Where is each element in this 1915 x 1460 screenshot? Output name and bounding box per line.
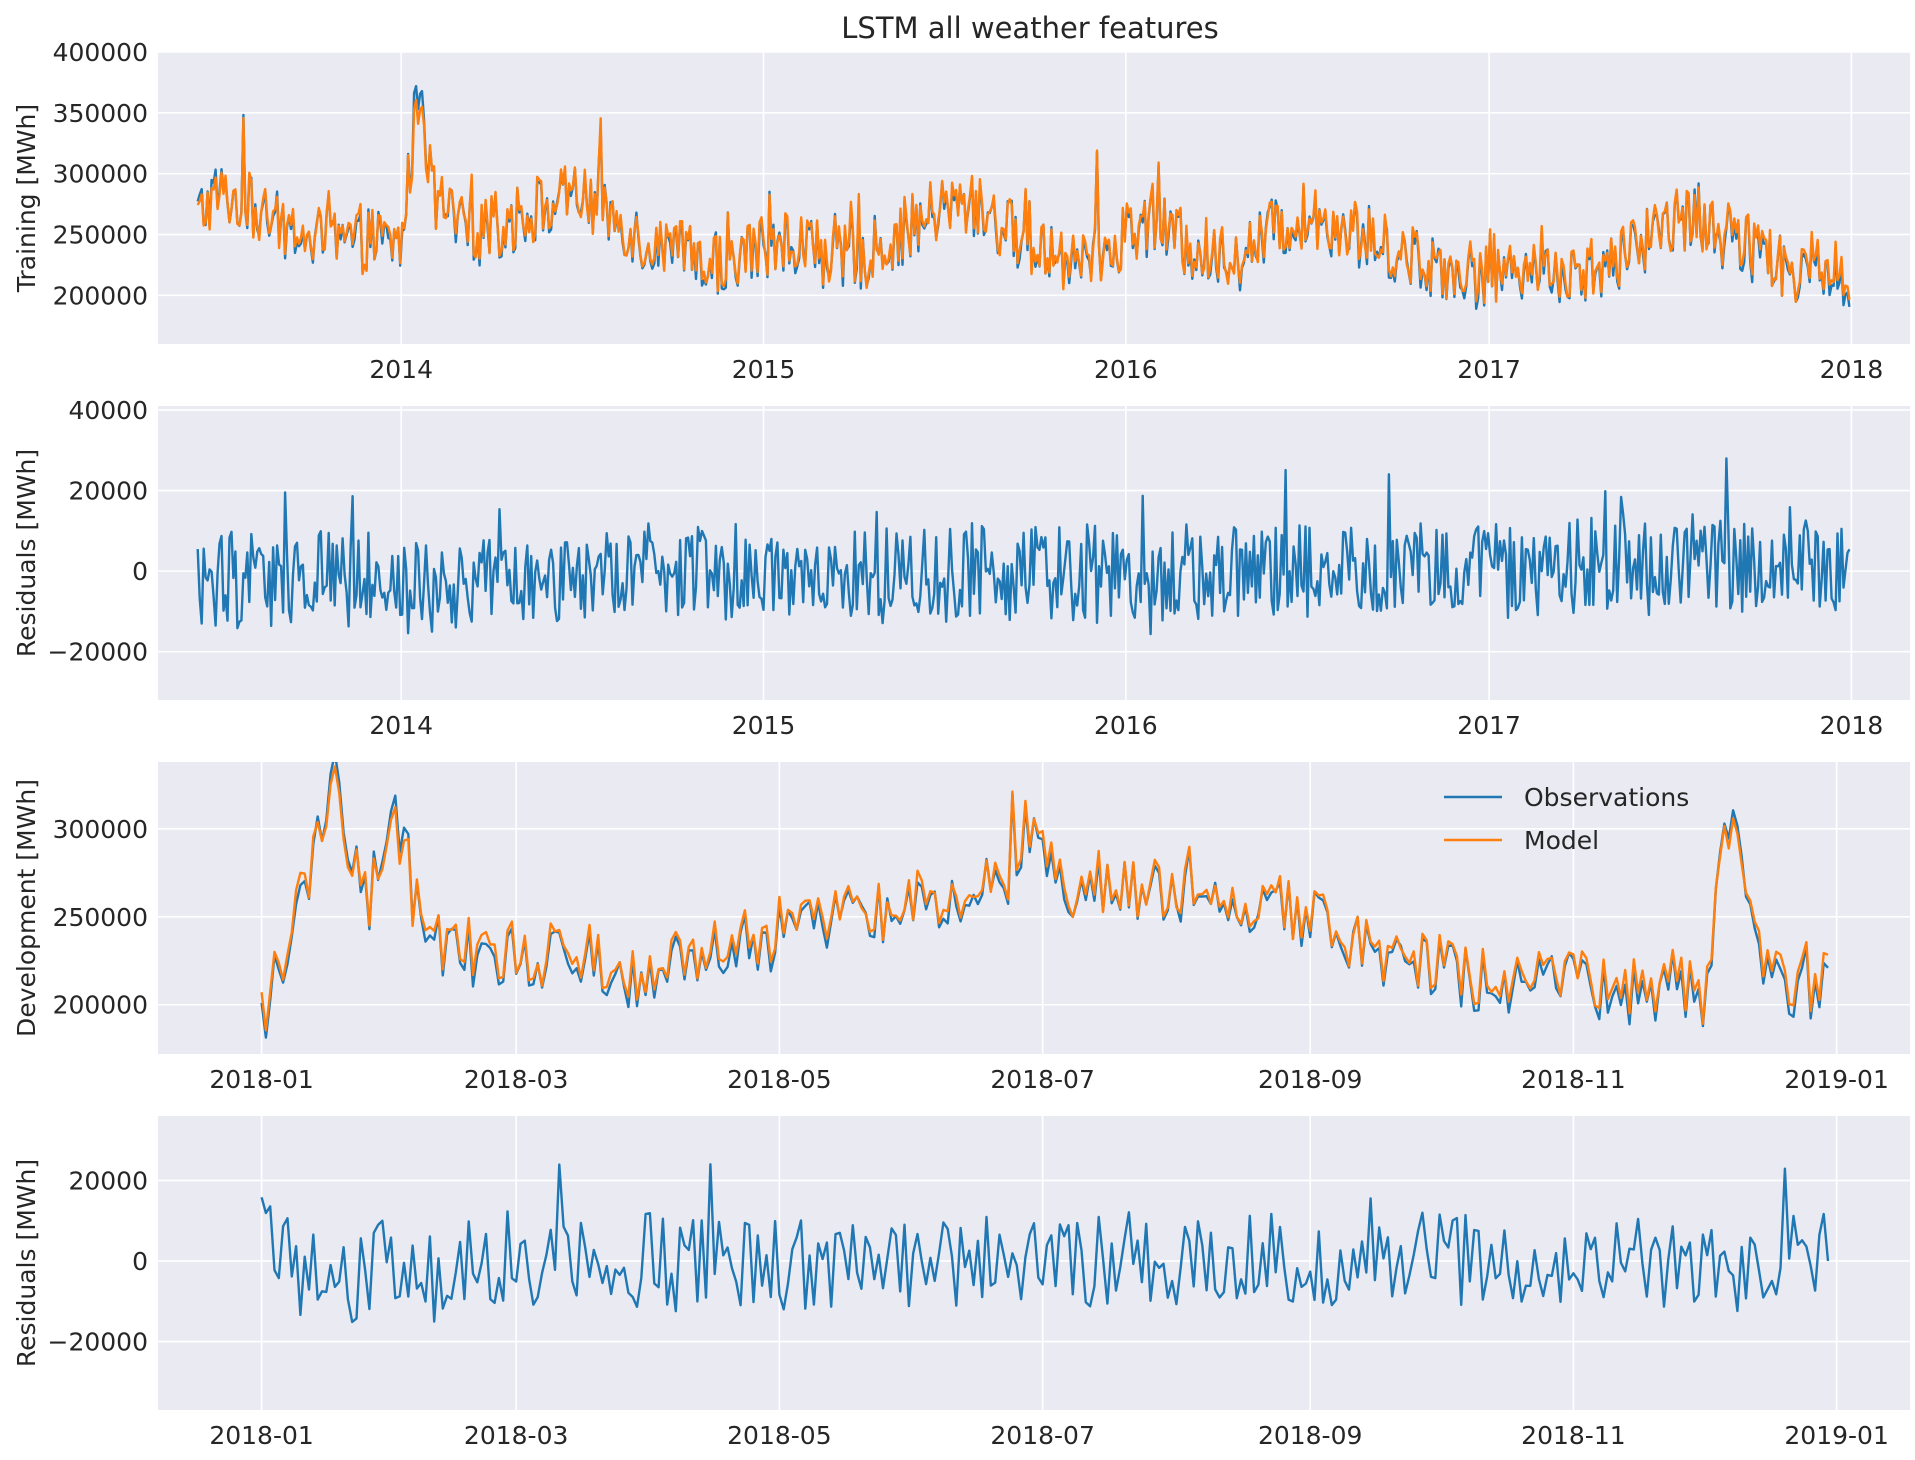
- x-tick-label: 2018-07: [990, 1065, 1094, 1094]
- y-tick-label: 20000: [68, 477, 148, 506]
- x-tick-label: 2018-09: [1258, 1065, 1362, 1094]
- y-tick-label: 40000: [68, 396, 148, 425]
- x-tick-label: 2018-11: [1521, 1065, 1625, 1094]
- x-tick-label: 2018-01: [209, 1065, 313, 1094]
- x-tick-label: 2014: [369, 355, 433, 384]
- y-axis-label: Residuals [MWh]: [12, 449, 41, 657]
- y-axis-label: Development [MWh]: [12, 779, 41, 1037]
- x-tick-label: 2015: [732, 355, 796, 384]
- x-tick-label: 2018-03: [464, 1065, 568, 1094]
- y-tick-label: −20000: [48, 1328, 148, 1357]
- x-tick-label: 2014: [369, 711, 433, 740]
- figure-title: LSTM all weather features: [841, 11, 1219, 45]
- series-line-series-2: [196, 98, 1851, 304]
- y-tick-label: 300000: [53, 160, 148, 189]
- y-tick-label: −20000: [48, 638, 148, 667]
- x-tick-label: 2018-07: [990, 1421, 1094, 1450]
- plot-area: [158, 1116, 1910, 1410]
- x-tick-label: 2018: [1820, 711, 1884, 740]
- x-tick-label: 2016: [1094, 355, 1158, 384]
- series-line-series-1: [196, 457, 1851, 636]
- y-tick-label: 400000: [53, 38, 148, 67]
- legend-label: Model: [1524, 826, 1599, 855]
- y-axis-label: Training [MWh]: [12, 104, 41, 293]
- y-axis-label: Residuals [MWh]: [12, 1159, 41, 1367]
- legend-label: Observations: [1524, 783, 1689, 812]
- y-tick-label: 200000: [53, 991, 148, 1020]
- y-tick-label: 0: [132, 557, 148, 586]
- y-tick-label: 200000: [53, 281, 148, 310]
- x-tick-label: 2018-09: [1258, 1421, 1362, 1450]
- panel-1: 2014 2015 2016 2017 2018 200000 250000 300000 35…: [12, 38, 1910, 384]
- x-tick-label: 2017: [1457, 355, 1521, 384]
- legend: Observations Model: [1444, 783, 1689, 855]
- x-tick-label: 2019-01: [1784, 1065, 1888, 1094]
- y-tick-label: 250000: [53, 221, 148, 250]
- y-tick-label: 350000: [53, 99, 148, 128]
- panel-3: 2018-01 2018-03 2018-05 2018-07 2018-09 2018-…: [12, 762, 1910, 1094]
- x-tick-label: 2018-11: [1521, 1421, 1625, 1450]
- y-tick-label: 20000: [68, 1166, 148, 1195]
- x-tick-label: 2018-03: [464, 1421, 568, 1450]
- x-tick-label: 2016: [1094, 711, 1158, 740]
- series-line-model: [260, 765, 1829, 1032]
- series-line-series-1: [260, 1163, 1830, 1324]
- panel-4: 2018-01 2018-03 2018-05 2018-07 2018-09 2018-…: [12, 1116, 1910, 1450]
- x-tick-label: 2017: [1457, 711, 1521, 740]
- x-tick-label: 2018-05: [727, 1421, 831, 1450]
- y-tick-label: 250000: [53, 903, 148, 932]
- y-tick-label: 300000: [53, 815, 148, 844]
- panel-2: 2014 2015 2016 2017 2018 −20000 0 20000 40000 Res…: [12, 396, 1910, 740]
- x-tick-label: 2018: [1820, 355, 1884, 384]
- x-tick-label: 2018-01: [209, 1421, 313, 1450]
- x-tick-label: 2018-05: [727, 1065, 831, 1094]
- x-tick-label: 2015: [732, 711, 796, 740]
- y-tick-label: 0: [132, 1247, 148, 1276]
- x-tick-label: 2019-01: [1784, 1421, 1888, 1450]
